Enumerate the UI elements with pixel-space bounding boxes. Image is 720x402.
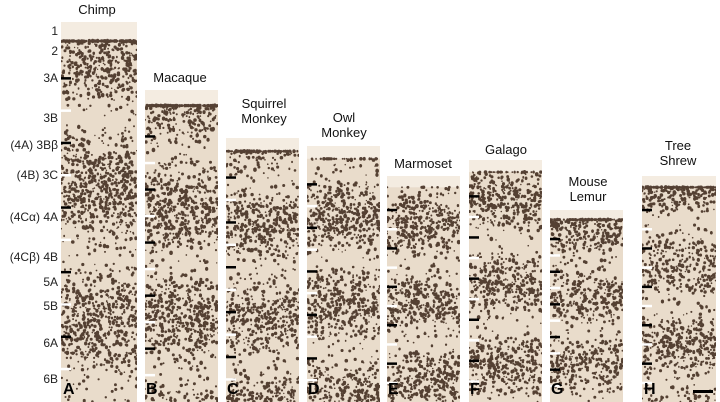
layer-label-2: 2	[51, 44, 58, 58]
layer-label-3c: (4B) 3C	[16, 168, 58, 182]
layer-label-1: 1	[51, 24, 58, 38]
layer-label-6a: 6A	[43, 336, 58, 350]
layer-label-4a: (4Cα) 4A	[9, 210, 58, 224]
scale-bar	[693, 390, 713, 393]
layer-label-3bbeta: (4A) 3Bβ	[10, 138, 58, 152]
column-title-mouse-lemur: Mouse Lemur	[568, 174, 608, 204]
panel-letter-f: F	[470, 381, 480, 398]
cortex-strip-galago	[469, 160, 542, 402]
panel-letter-e: E	[388, 381, 399, 398]
panel-letter-d: D	[308, 381, 320, 398]
panel-letter-a: A	[63, 381, 75, 398]
layer-label-4b: (4Cβ) 4B	[9, 250, 58, 264]
column-title-galago: Galago	[485, 142, 527, 157]
panel-letter-h: H	[644, 381, 656, 398]
cortex-strip-owl-monkey	[307, 146, 380, 402]
layer-label-5a: 5A	[43, 275, 58, 289]
layer-label-6b: 6B	[43, 372, 58, 386]
panel-letter-g: G	[551, 381, 564, 398]
layer-label-3b: 3B	[43, 111, 58, 125]
cortex-strip-tree-shrew	[642, 176, 716, 402]
column-title-macaque: Macaque	[153, 70, 207, 85]
layer-label-3a: 3A	[43, 71, 58, 85]
cortex-strip-squirrel-monkey	[226, 138, 299, 402]
cortex-strip-chimp	[61, 22, 137, 402]
column-title-squirrel-monkey: Squirrel Monkey	[241, 96, 287, 126]
cortex-strip-macaque	[145, 90, 218, 402]
column-title-chimp: Chimp	[78, 2, 116, 17]
cortex-strip-marmoset	[387, 176, 460, 402]
cortex-strip-mouse-lemur	[550, 210, 623, 402]
column-title-tree-shrew: Tree Shrew	[659, 138, 697, 168]
panel-letter-c: C	[227, 381, 239, 398]
layer-label-5b: 5B	[43, 299, 58, 313]
column-title-marmoset: Marmoset	[394, 156, 452, 171]
panel-letter-b: B	[146, 381, 158, 398]
column-title-owl-monkey: Owl Monkey	[321, 110, 367, 140]
